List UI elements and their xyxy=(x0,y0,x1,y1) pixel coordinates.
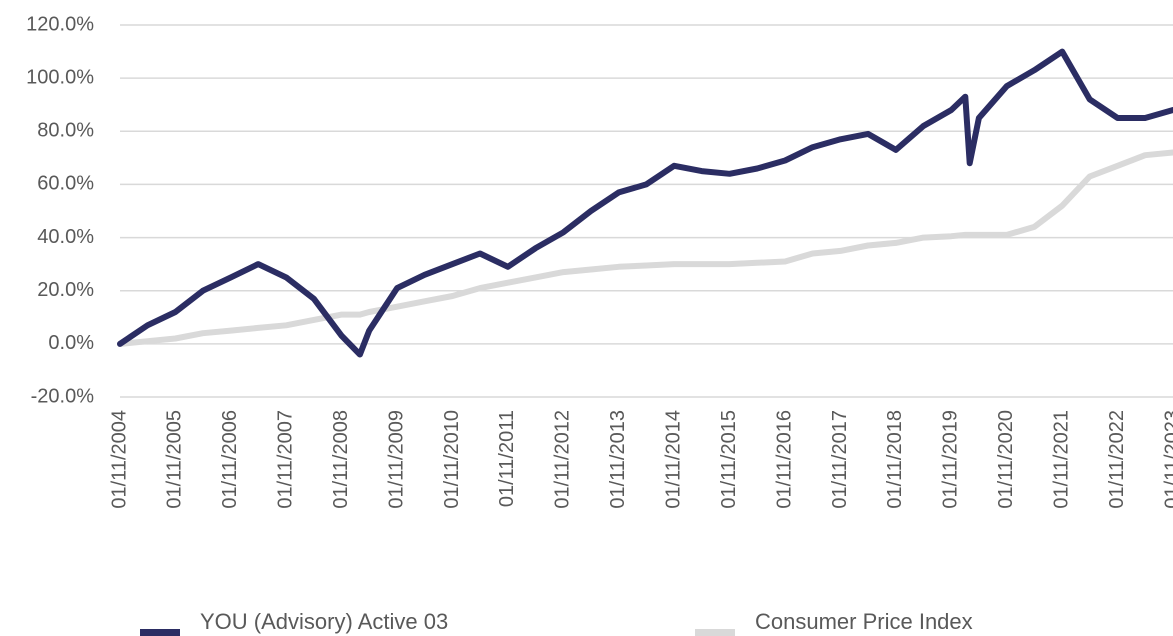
x-tick-label: 01/11/2018 xyxy=(884,410,906,509)
x-tick-label: 01/11/2005 xyxy=(164,410,186,509)
x-tick-label: 01/11/2023 xyxy=(1161,410,1173,509)
y-tick-label: 20.0% xyxy=(37,279,94,301)
series-line xyxy=(117,149,1173,347)
x-tick-label: 01/11/2008 xyxy=(330,410,352,509)
x-tick-label: 01/11/2012 xyxy=(552,410,574,509)
x-tick-label: 01/11/2010 xyxy=(441,410,463,509)
x-tick-label: 01/11/2014 xyxy=(662,410,684,509)
y-tick-label: 0.0% xyxy=(48,332,94,354)
x-tick-label: 01/11/2015 xyxy=(718,410,740,509)
y-tick-label: 40.0% xyxy=(37,226,94,248)
y-tick-label: 60.0% xyxy=(37,173,94,195)
legend-label: YOU (Advisory) Active 03 xyxy=(200,609,448,634)
y-tick-label: 120.0% xyxy=(26,13,94,35)
legend-swatch xyxy=(140,629,180,636)
x-tick-label: 01/11/2019 xyxy=(940,410,962,509)
x-tick-label: 01/11/2011 xyxy=(496,410,518,507)
legend-label: Consumer Price Index xyxy=(755,609,973,634)
x-tick-label: 01/11/2006 xyxy=(219,410,241,509)
x-tick-label: 01/11/2004 xyxy=(108,410,130,509)
x-tick-label: 01/11/2021 xyxy=(1051,410,1073,509)
x-tick-label: 01/11/2016 xyxy=(773,410,795,509)
y-tick-label: 100.0% xyxy=(26,66,94,88)
legend-swatch xyxy=(695,629,735,636)
x-tick-label: 01/11/2022 xyxy=(1106,410,1128,509)
y-tick-label: -20.0% xyxy=(31,385,95,407)
x-tick-label: 01/11/2017 xyxy=(829,410,851,509)
x-tick-label: 01/11/2020 xyxy=(995,410,1017,509)
series-line xyxy=(117,48,1173,358)
x-tick-label: 01/11/2013 xyxy=(607,410,629,509)
y-tick-label: 80.0% xyxy=(37,120,94,142)
x-tick-label: 01/11/2009 xyxy=(385,410,407,509)
x-tick-label: 01/11/2007 xyxy=(274,410,296,509)
